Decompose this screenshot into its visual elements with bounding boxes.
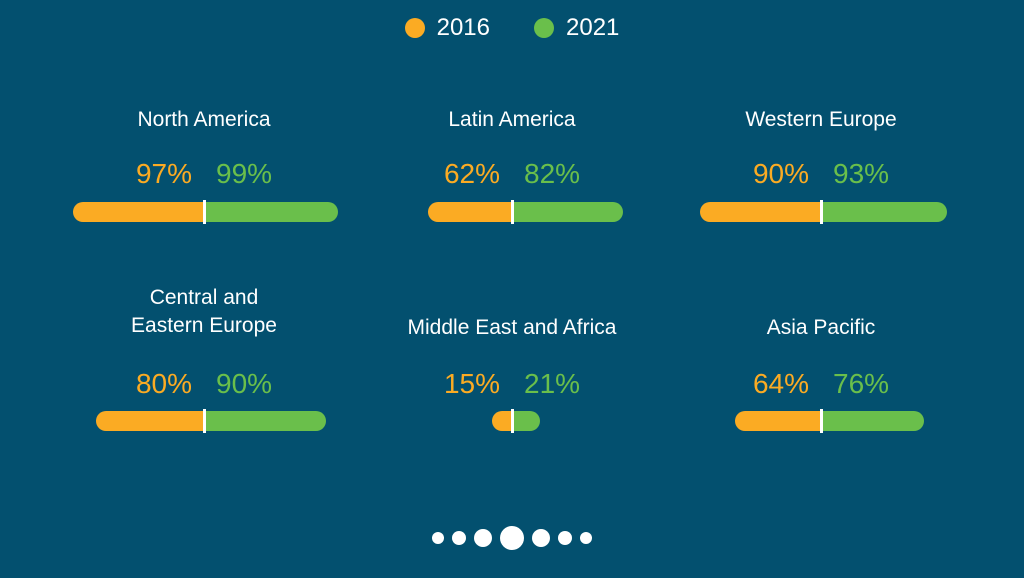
region-name: North America xyxy=(34,106,374,134)
value-label-2021: 99% xyxy=(216,158,273,189)
region-name-line: Eastern Europe xyxy=(131,314,277,337)
value-label-2021: 93% xyxy=(833,158,890,189)
region-panel-western-europe: Western Europe 90% 93% xyxy=(651,104,991,244)
region-panel-north-america: North America 97% 99% xyxy=(34,104,374,244)
bar-2016 xyxy=(699,202,821,222)
bar-2021 xyxy=(204,202,338,222)
comparison-bar xyxy=(651,200,991,224)
bar-2016 xyxy=(96,411,204,431)
legend-item-2016: 2016 xyxy=(404,14,490,42)
bar-2016 xyxy=(491,411,512,431)
bar-2016 xyxy=(73,202,204,222)
bar-divider xyxy=(820,409,823,433)
legend-label-2021: 2021 xyxy=(566,14,620,41)
bar-divider xyxy=(511,200,514,224)
region-name: Central and Eastern Europe xyxy=(34,284,374,340)
region-panel-central-and-eastern-europe: Central and Eastern Europe 80% 90% xyxy=(34,284,374,433)
region-name: Latin America xyxy=(342,106,682,134)
bar-2021 xyxy=(512,411,541,431)
pager-dot[interactable] xyxy=(580,532,592,544)
pager-dot[interactable] xyxy=(558,531,572,545)
region-name: Middle East and Africa xyxy=(342,314,682,342)
comparison-bar xyxy=(342,409,682,433)
region-name: Western Europe xyxy=(651,106,991,134)
value-label-2016: 64% xyxy=(752,368,809,399)
legend-item-2021: 2021 xyxy=(534,14,619,42)
pager-dot[interactable] xyxy=(452,531,466,545)
bar-divider xyxy=(203,200,206,224)
bar-2021 xyxy=(821,411,924,431)
region-name-line: North America xyxy=(137,108,271,131)
comparison-bar xyxy=(34,409,374,433)
legend-label-2016: 2016 xyxy=(436,14,490,41)
chart-legend: 2016 2021 xyxy=(0,12,1024,44)
region-panel-middle-east-and-africa: Middle East and Africa 15% 21% xyxy=(342,284,682,433)
comparison-bar xyxy=(651,409,991,433)
value-label-2021: 21% xyxy=(524,368,581,399)
bar-2016 xyxy=(734,411,821,431)
region-panel-latin-america: Latin America 62% 82% xyxy=(342,104,682,244)
region-name-line: Asia Pacific xyxy=(766,316,876,339)
pager-dot[interactable] xyxy=(432,532,444,544)
region-panel-asia-pacific: Asia Pacific 64% 76% xyxy=(651,284,991,433)
bar-2016 xyxy=(428,202,512,222)
value-label-2021: 82% xyxy=(524,158,581,189)
pager-dot[interactable] xyxy=(532,529,550,547)
comparison-bar xyxy=(34,200,374,224)
bar-2021 xyxy=(204,411,326,431)
bar-2021 xyxy=(821,202,947,222)
value-label-2021: 90% xyxy=(216,368,273,399)
bar-2021 xyxy=(512,202,623,222)
region-name-line: Middle East and Africa xyxy=(407,316,617,339)
region-name: Asia Pacific xyxy=(651,314,991,342)
value-label-2016: 80% xyxy=(135,368,192,399)
region-name-line: Central and xyxy=(149,286,259,309)
value-label-2016: 62% xyxy=(443,158,500,189)
comparison-bar xyxy=(342,200,682,224)
legend-swatch-2021 xyxy=(534,18,554,38)
bar-divider xyxy=(203,409,206,433)
pager-dot[interactable] xyxy=(474,529,492,547)
value-label-2016: 15% xyxy=(443,368,500,399)
value-label-2021: 76% xyxy=(833,368,890,399)
legend-swatch-2016 xyxy=(404,18,425,38)
bar-divider xyxy=(820,200,823,224)
region-name-line: Western Europe xyxy=(745,108,897,131)
pager-dot-active[interactable] xyxy=(500,526,524,550)
value-label-2016: 90% xyxy=(752,158,809,189)
value-label-2016: 97% xyxy=(135,158,192,189)
region-name-line: Latin America xyxy=(448,108,576,131)
carousel-pagination[interactable] xyxy=(0,522,1024,554)
bar-divider xyxy=(511,409,514,433)
